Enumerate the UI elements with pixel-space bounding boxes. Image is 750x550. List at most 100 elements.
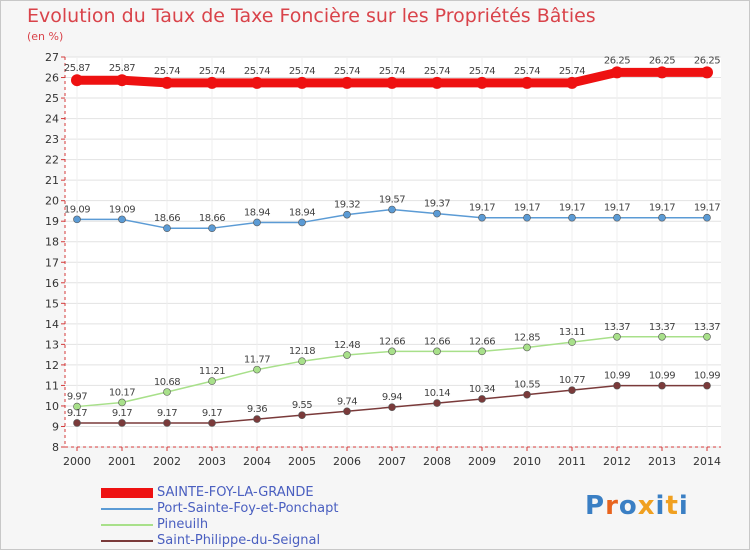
data-label-2: 13.37 [694, 322, 720, 333]
x-tick-label: 2014 [693, 455, 721, 468]
data-label-0: 25.87 [109, 63, 135, 74]
data-point-2 [433, 347, 441, 356]
y-tick-label: 14 [45, 318, 59, 331]
data-point-1 [298, 218, 306, 227]
data-label-1: 19.17 [694, 203, 720, 214]
data-point-3 [298, 411, 306, 419]
data-label-1: 19.37 [424, 199, 450, 210]
data-point-2 [703, 332, 711, 341]
x-tick-label: 2006 [333, 455, 361, 468]
data-label-2: 13.11 [559, 327, 585, 338]
data-label-3: 9.17 [157, 408, 177, 419]
data-label-0: 25.87 [64, 63, 90, 74]
data-point-0 [116, 74, 128, 87]
data-label-2: 12.85 [514, 332, 540, 343]
data-point-0 [251, 76, 263, 89]
data-point-0 [476, 76, 488, 89]
legend-swatch-saint-philippe [101, 540, 153, 542]
data-label-0: 25.74 [424, 66, 450, 77]
x-tick-label: 2000 [63, 455, 91, 468]
data-point-0 [206, 76, 218, 89]
data-label-0: 25.74 [379, 66, 405, 77]
data-label-2: 12.18 [289, 346, 315, 357]
data-point-3 [523, 390, 531, 399]
legend-swatch-sainte-foy [101, 488, 153, 498]
data-label-2: 10.68 [154, 377, 180, 388]
data-label-1: 19.09 [64, 204, 90, 215]
data-point-2 [343, 351, 351, 359]
data-point-2 [118, 398, 126, 407]
data-label-3: 9.17 [112, 408, 132, 419]
data-point-1 [118, 215, 126, 224]
y-tick-label: 8 [52, 441, 59, 454]
y-tick-label: 20 [45, 195, 59, 208]
x-tick-label: 2007 [378, 455, 406, 468]
data-label-1: 19.17 [604, 203, 630, 214]
data-point-1 [568, 213, 576, 222]
y-tick-label: 27 [45, 51, 59, 64]
data-point-1 [343, 210, 351, 219]
data-label-0: 25.74 [154, 66, 180, 77]
y-tick-label: 15 [45, 297, 59, 310]
data-point-2 [523, 343, 531, 352]
data-label-1: 19.17 [649, 203, 675, 214]
data-label-1: 18.94 [289, 207, 315, 218]
data-label-3: 10.14 [424, 388, 450, 399]
data-label-0: 26.25 [649, 55, 675, 66]
data-point-2 [478, 347, 486, 356]
data-point-0 [71, 74, 83, 87]
data-point-1 [163, 224, 171, 232]
y-tick-label: 26 [45, 72, 59, 85]
data-label-3: 9.17 [67, 408, 87, 419]
data-label-2: 13.37 [649, 322, 675, 333]
y-tick-label: 22 [45, 154, 59, 167]
y-tick-label: 19 [45, 215, 59, 228]
y-tick-label: 9 [52, 420, 59, 433]
data-label-0: 25.74 [514, 66, 540, 77]
data-label-1: 18.66 [154, 213, 180, 224]
y-tick-label: 25 [45, 92, 59, 105]
x-tick-label: 2012 [603, 455, 631, 468]
legend-label-port-sainte-foy: Port-Sainte-Foy-et-Ponchapt [157, 501, 339, 516]
data-point-3 [163, 419, 171, 427]
data-label-3: 9.36 [247, 404, 267, 415]
data-point-3 [568, 386, 576, 394]
data-point-3 [253, 415, 261, 423]
x-tick-label: 2001 [108, 455, 136, 468]
data-label-0: 26.25 [694, 55, 720, 66]
data-label-3: 10.55 [514, 380, 540, 391]
data-label-2: 12.66 [379, 336, 405, 347]
data-point-2 [298, 357, 306, 366]
data-point-0 [701, 66, 713, 79]
x-tick-label: 2004 [243, 455, 271, 468]
data-label-0: 25.74 [469, 66, 495, 77]
y-tick-label: 18 [45, 236, 59, 249]
data-label-0: 26.25 [604, 55, 630, 66]
data-point-3 [208, 419, 216, 427]
data-label-2: 9.97 [67, 392, 87, 403]
y-tick-label: 17 [45, 256, 59, 269]
data-label-2: 10.17 [109, 387, 135, 398]
data-label-1: 19.57 [379, 195, 405, 206]
data-label-1: 19.17 [559, 203, 585, 214]
data-point-0 [656, 66, 668, 79]
legend-label-pineuilh: Pineuilh [157, 517, 209, 532]
data-point-3 [73, 419, 81, 427]
data-label-1: 19.32 [334, 200, 360, 211]
data-point-2 [253, 365, 261, 374]
data-point-3 [388, 403, 396, 411]
data-label-3: 10.99 [649, 371, 675, 382]
data-point-3 [478, 395, 486, 403]
y-tick-label: 11 [45, 379, 59, 392]
data-point-0 [566, 76, 578, 89]
x-tick-label: 2009 [468, 455, 496, 468]
data-label-3: 10.99 [694, 371, 720, 382]
data-point-1 [703, 213, 711, 222]
legend-swatch-port-sainte-foy [101, 508, 153, 510]
data-label-1: 18.94 [244, 207, 270, 218]
data-point-1 [478, 213, 486, 222]
y-tick-label: 16 [45, 277, 59, 290]
data-label-3: 10.34 [469, 384, 495, 395]
data-point-1 [253, 218, 261, 227]
